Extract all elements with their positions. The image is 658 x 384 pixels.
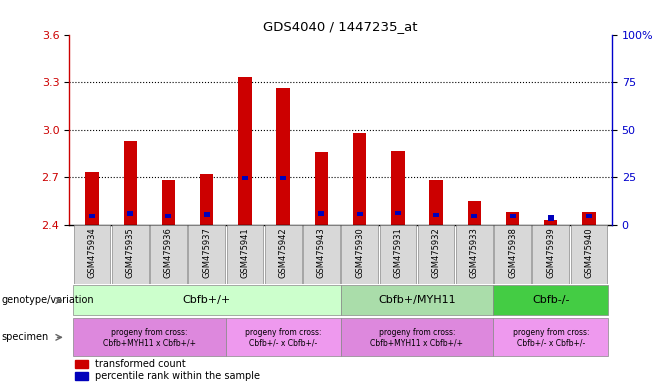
Bar: [471, 214, 477, 218]
Bar: [73, 318, 226, 356]
Bar: [430, 180, 443, 225]
Bar: [342, 225, 378, 284]
Bar: [586, 214, 592, 218]
Bar: [418, 225, 455, 284]
Bar: [341, 318, 494, 356]
Text: percentile rank within the sample: percentile rank within the sample: [95, 371, 260, 381]
Bar: [433, 213, 439, 217]
Text: GSM475937: GSM475937: [202, 228, 211, 278]
Text: progeny from cross:
Cbfb+/- x Cbfb+/-: progeny from cross: Cbfb+/- x Cbfb+/-: [513, 328, 589, 347]
Text: Cbfb+/MYH11: Cbfb+/MYH11: [378, 295, 456, 306]
Bar: [226, 225, 263, 284]
Text: progeny from cross:
Cbfb+MYH11 x Cbfb+/+: progeny from cross: Cbfb+MYH11 x Cbfb+/+: [370, 328, 463, 347]
Bar: [86, 172, 99, 225]
Text: GSM475930: GSM475930: [355, 228, 364, 278]
Bar: [318, 212, 324, 216]
Text: GSM475934: GSM475934: [88, 228, 97, 278]
Bar: [468, 201, 481, 225]
Text: GSM475932: GSM475932: [432, 228, 441, 278]
Bar: [124, 141, 137, 225]
Bar: [150, 225, 187, 284]
Text: GSM475931: GSM475931: [393, 228, 402, 278]
Text: progeny from cross:
Cbfb+MYH11 x Cbfb+/+: progeny from cross: Cbfb+MYH11 x Cbfb+/+: [103, 328, 196, 347]
Bar: [570, 225, 607, 284]
Bar: [391, 151, 405, 225]
Bar: [188, 225, 225, 284]
Bar: [395, 211, 401, 215]
Bar: [544, 220, 557, 225]
Bar: [265, 225, 301, 284]
Text: GSM475938: GSM475938: [508, 228, 517, 278]
Bar: [357, 212, 363, 216]
Bar: [532, 225, 569, 284]
Title: GDS4040 / 1447235_at: GDS4040 / 1447235_at: [263, 20, 418, 33]
Bar: [127, 211, 134, 216]
Text: GSM475943: GSM475943: [317, 228, 326, 278]
Text: GSM475935: GSM475935: [126, 228, 135, 278]
Bar: [494, 285, 608, 316]
Text: GSM475942: GSM475942: [279, 228, 288, 278]
Bar: [315, 152, 328, 225]
Text: progeny from cross:
Cbfb+/- x Cbfb+/-: progeny from cross: Cbfb+/- x Cbfb+/-: [245, 328, 321, 347]
Text: genotype/variation: genotype/variation: [1, 295, 94, 306]
Bar: [200, 174, 213, 225]
Bar: [494, 318, 608, 356]
Bar: [162, 180, 175, 225]
Text: GSM475939: GSM475939: [546, 228, 555, 278]
Bar: [547, 215, 554, 222]
Text: Cbfb-/-: Cbfb-/-: [532, 295, 570, 306]
Bar: [165, 214, 172, 218]
Bar: [582, 212, 595, 225]
Bar: [89, 214, 95, 218]
Bar: [341, 285, 494, 316]
Bar: [226, 318, 341, 356]
Bar: [276, 88, 290, 225]
Bar: [506, 212, 519, 225]
Bar: [303, 225, 340, 284]
Bar: [238, 77, 251, 225]
Text: Cbfb+/+: Cbfb+/+: [182, 295, 231, 306]
Bar: [280, 176, 286, 180]
Bar: [242, 175, 248, 180]
Text: GSM475940: GSM475940: [584, 228, 594, 278]
Text: GSM475936: GSM475936: [164, 228, 173, 278]
Bar: [380, 225, 417, 284]
Bar: [74, 361, 88, 368]
Bar: [73, 285, 341, 316]
Bar: [74, 372, 88, 380]
Bar: [456, 225, 493, 284]
Text: GSM475933: GSM475933: [470, 228, 479, 278]
Bar: [74, 225, 111, 284]
Bar: [353, 133, 367, 225]
Text: specimen: specimen: [1, 332, 49, 343]
Text: transformed count: transformed count: [95, 359, 186, 369]
Text: GSM475941: GSM475941: [240, 228, 249, 278]
Bar: [509, 214, 516, 218]
Bar: [494, 225, 531, 284]
Bar: [204, 212, 210, 217]
Bar: [112, 225, 149, 284]
